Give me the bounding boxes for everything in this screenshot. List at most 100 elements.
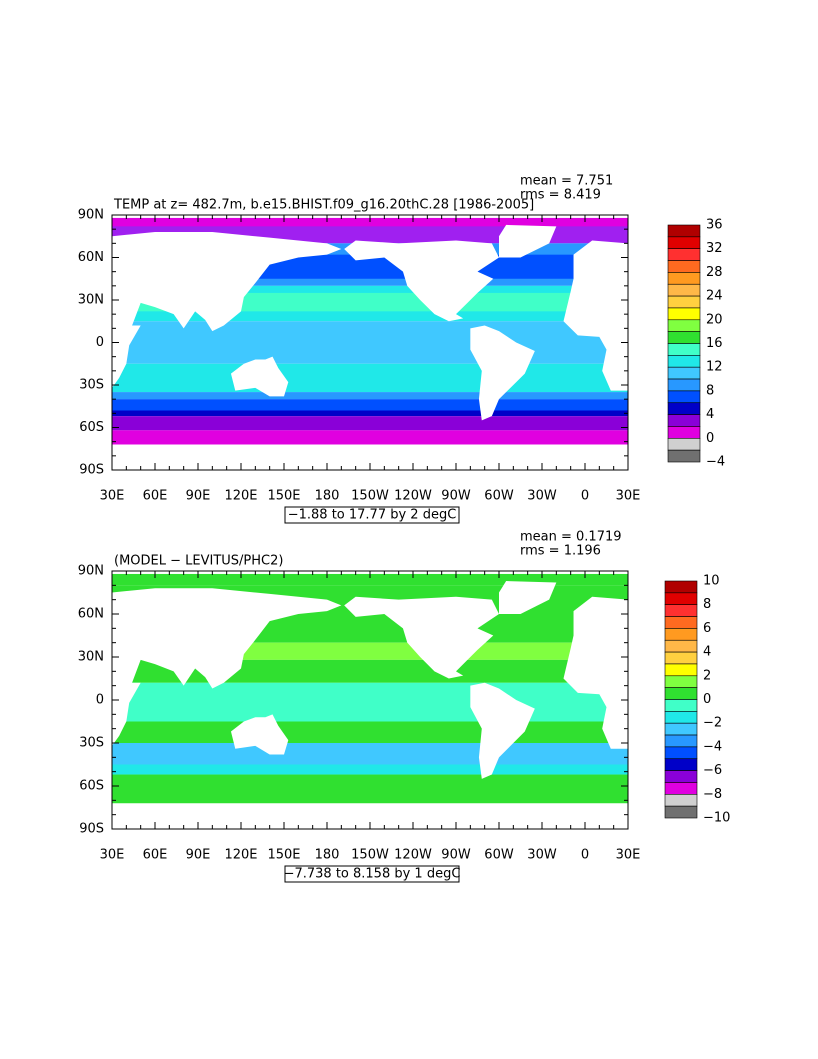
land-mask <box>112 588 342 746</box>
colorbar-box <box>667 426 701 439</box>
colorbar-label: −2 <box>703 716 722 731</box>
land-mask <box>470 325 535 421</box>
land-mask <box>563 240 628 391</box>
colorbar-label: −8 <box>703 787 722 802</box>
lon-label: 150W <box>351 848 389 863</box>
lat-label: 90N <box>78 564 104 579</box>
colorbar-label: 20 <box>706 312 723 327</box>
colorbar-box <box>667 248 701 261</box>
colorbar-label: 0 <box>706 431 714 446</box>
colorbar-box <box>667 366 701 380</box>
colorbar-box <box>664 758 698 771</box>
ocean-field <box>112 743 628 765</box>
colorbar-box <box>664 663 698 677</box>
lon-label: 180 <box>315 489 340 504</box>
lat-label: 30S <box>79 736 104 751</box>
lat-label: 90N <box>78 208 104 223</box>
lon-label: 60W <box>484 489 514 504</box>
colorbar-box <box>667 390 701 404</box>
colorbar-box <box>664 770 698 783</box>
colorbar-label: 16 <box>706 336 723 351</box>
colorbar-label: 6 <box>703 621 711 636</box>
lon-label: 60E <box>143 848 168 863</box>
colorbar-label: 28 <box>706 265 723 280</box>
lon-label: 90W <box>441 848 471 863</box>
ocean-field <box>112 217 628 227</box>
colorbar-label: 4 <box>706 407 714 422</box>
lon-label: 60W <box>484 848 514 863</box>
lon-label: 60E <box>143 489 168 504</box>
colorbar-box <box>664 675 698 688</box>
mean-label: mean = 7.751 <box>520 174 613 189</box>
lat-label: 90S <box>79 463 104 478</box>
mean-label: mean = 0.1719 <box>520 530 622 545</box>
range-box <box>284 865 460 883</box>
colorbar-box <box>664 734 698 748</box>
lon-label: 0 <box>581 848 589 863</box>
lon-label: 120W <box>394 848 432 863</box>
colorbar-box <box>664 722 698 736</box>
colorbar-box <box>667 343 701 356</box>
colorbar-label: 0 <box>703 692 711 707</box>
land-mask <box>470 682 535 779</box>
range-label: −1.88 to 17.77 by 2 degC <box>288 508 457 523</box>
colorbar-label: 4 <box>703 645 711 660</box>
colorbar-label: 10 <box>703 574 720 589</box>
colorbar-box <box>667 414 701 427</box>
colorbar-label: 24 <box>706 289 723 304</box>
lat-label: 60S <box>79 420 104 435</box>
colorbar-label: −6 <box>703 763 722 778</box>
land-mask <box>344 596 499 679</box>
colorbar-box <box>664 782 698 795</box>
colorbar-box <box>664 580 698 594</box>
lon-label: 30E <box>100 848 125 863</box>
colorbar-box <box>667 319 701 332</box>
colorbar-box <box>664 687 698 700</box>
colorbar-box <box>664 651 698 665</box>
ocean-field <box>112 410 628 417</box>
lon-label: 120E <box>224 848 257 863</box>
colorbar-label: −10 <box>703 811 730 826</box>
ocean-field <box>112 363 628 393</box>
land-mask <box>230 356 289 397</box>
lon-label: 30E <box>616 489 641 504</box>
lat-label: 30S <box>79 378 104 393</box>
colorbar-box <box>664 639 698 653</box>
colorbar-box <box>667 224 701 238</box>
ocean-field <box>112 392 628 400</box>
colorbar-box <box>664 604 698 617</box>
ocean-field <box>112 682 628 722</box>
colorbar-box <box>664 746 698 760</box>
colorbar-box <box>664 628 698 641</box>
colorbar-box <box>667 437 701 451</box>
colorbar-label: 36 <box>706 218 723 233</box>
colorbar-box <box>667 449 701 463</box>
ocean-field <box>112 321 628 364</box>
colorbar-box <box>667 307 701 321</box>
lon-label: 120E <box>224 489 257 504</box>
colorbar-box <box>664 699 698 712</box>
lon-label: 30W <box>527 848 557 863</box>
lon-label: 90W <box>441 489 471 504</box>
colorbar-box <box>664 805 698 819</box>
land-mask <box>563 596 628 749</box>
land-mask <box>112 232 342 388</box>
land-mask <box>344 240 499 322</box>
colorbar-box <box>667 236 701 250</box>
lat-label: 90S <box>79 822 104 837</box>
lat-label: 0 <box>96 335 104 350</box>
colorbar-label: 2 <box>703 668 711 683</box>
panel-title: TEMP at z= 482.7m, b.e15.BHIST.f09_g16.2… <box>113 198 534 213</box>
colorbar-box <box>664 711 698 724</box>
colorbar-label: 8 <box>703 597 711 612</box>
ocean-field <box>112 721 628 743</box>
lon-label: 0 <box>581 489 589 504</box>
lon-label: 150E <box>267 848 300 863</box>
ocean-field <box>112 573 628 586</box>
lon-label: 150W <box>351 489 389 504</box>
colorbar-label: 32 <box>706 241 723 256</box>
colorbar-box <box>667 272 701 285</box>
panel-title: (MODEL − LEVITUS/PHC2) <box>114 554 283 569</box>
colorbar-box <box>667 378 701 392</box>
